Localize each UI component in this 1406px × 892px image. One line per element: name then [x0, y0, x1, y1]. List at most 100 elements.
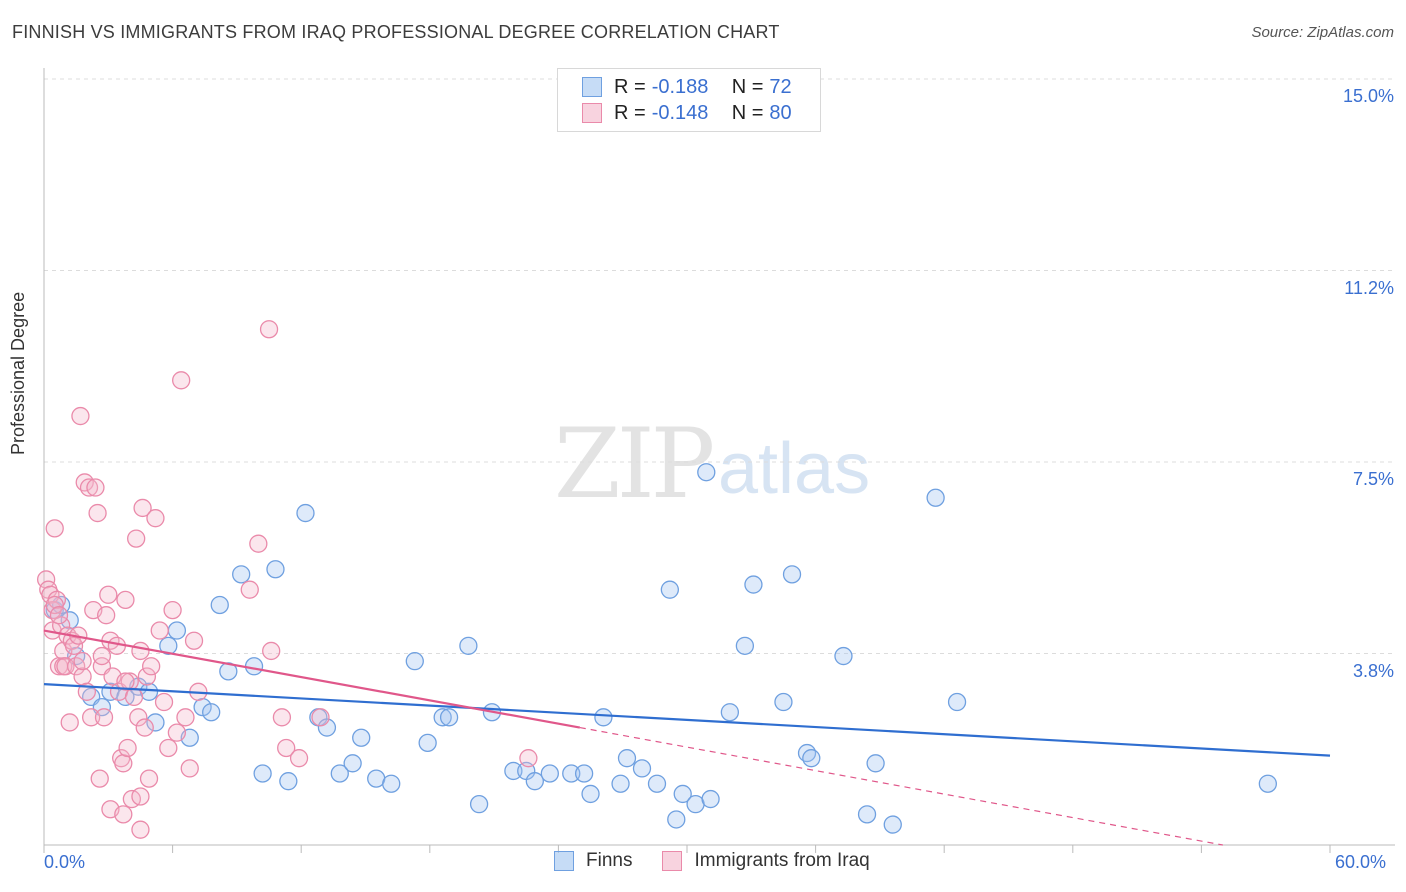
y-tick-label-15: 15.0%: [1342, 86, 1394, 106]
legend-n-label: N =: [731, 75, 764, 98]
iraq-point: [92, 646, 112, 666]
iraq-point: [131, 820, 150, 839]
iraq-point: [116, 672, 135, 691]
iraq-point: [133, 498, 152, 518]
legend-r-value: -0.148: [651, 101, 709, 124]
iraq-point: [45, 519, 64, 538]
finns-point: [232, 565, 251, 584]
finns-swatch-icon: [582, 77, 602, 97]
x-tick-label-max: 60.0%: [1335, 852, 1387, 872]
finns-point: [433, 708, 452, 727]
finns-point: [146, 713, 165, 732]
iraq-point: [124, 687, 144, 707]
finns-point: [926, 488, 945, 507]
finns-point: [540, 764, 559, 783]
iraq-point: [99, 585, 118, 604]
legend-iraq-label: Immigrants from Iraq: [694, 850, 870, 871]
finns-point: [418, 733, 437, 753]
legend-n-label: N =: [731, 101, 764, 124]
iraq-point: [73, 652, 92, 671]
iraq-point: [159, 738, 178, 758]
iraq-point: [167, 723, 187, 742]
finns-point: [439, 708, 459, 727]
iraq-point: [79, 478, 99, 497]
iraq-point: [131, 641, 150, 661]
legend-r-label: R =: [614, 101, 646, 124]
chart-title: FINNISH VS IMMIGRANTS FROM IRAQ PROFESSI…: [12, 22, 780, 42]
iraq-point: [154, 692, 174, 712]
iraq-legend-swatch-icon: [662, 851, 683, 871]
legend-r-value: -0.188: [651, 75, 709, 98]
iraq-point: [131, 787, 150, 806]
finns-point: [210, 595, 229, 615]
iraq-point: [277, 738, 296, 758]
chart-source: Source: ZipAtlas.com: [1251, 24, 1394, 41]
iraq-point: [56, 657, 75, 676]
iraq-point: [129, 708, 148, 727]
legend-row-finns: R = -0.188 N = 72: [582, 74, 792, 100]
iraq-point: [64, 636, 84, 655]
finns-trend-line: [43, 683, 1331, 757]
finns-point: [296, 503, 315, 523]
iraq-point: [184, 631, 204, 650]
finns-point: [574, 764, 594, 783]
finns-point: [330, 764, 349, 783]
iraq-point: [82, 708, 101, 727]
iraq-point: [116, 590, 135, 610]
finns-point: [202, 703, 221, 722]
iraq-point: [142, 657, 161, 676]
finns-point: [244, 657, 264, 676]
finns-point: [744, 575, 763, 594]
finns-point: [617, 749, 637, 768]
finns-point: [1258, 774, 1277, 793]
finns-point: [782, 565, 802, 584]
iraq-point: [262, 641, 281, 661]
legend-r-label: R =: [614, 75, 646, 98]
finns-point: [611, 774, 630, 793]
series-legend: Finns Immigrants from Iraq: [554, 850, 870, 872]
finns-point: [159, 636, 178, 655]
iraq-point: [146, 509, 165, 528]
finns-point: [504, 761, 523, 781]
finns-point: [352, 728, 371, 747]
finns-point: [167, 621, 187, 640]
iraq-point: [163, 600, 182, 620]
iraq-point: [114, 805, 133, 824]
legend-n-value: 72: [769, 75, 792, 98]
iraq-point: [88, 503, 107, 523]
finns-point: [866, 754, 885, 773]
y-tick-label-3: 3.8%: [1352, 661, 1394, 681]
iraq-point: [45, 595, 64, 615]
finns-point: [774, 692, 793, 712]
iraq-point: [86, 478, 105, 497]
y-tick-label-11: 11.2%: [1344, 278, 1394, 298]
finns-point: [279, 772, 298, 791]
iraq-point: [176, 708, 195, 727]
iraq-point: [519, 749, 538, 768]
watermark-zip: ZIP: [554, 408, 715, 520]
iraq-swatch-icon: [582, 103, 602, 123]
iraq-point: [127, 529, 146, 548]
finns-point: [735, 636, 755, 655]
iraq-point: [49, 606, 69, 625]
finns-point: [594, 708, 613, 727]
finns-point: [382, 774, 401, 793]
finns-point: [266, 560, 285, 579]
finns-point: [525, 772, 544, 791]
iraq-trend-line: [43, 629, 581, 729]
finns-point: [343, 754, 362, 773]
finns-legend-swatch-icon: [554, 851, 574, 871]
finns-point: [405, 652, 424, 671]
iraq-point: [114, 754, 133, 773]
finns-point: [947, 692, 967, 712]
iraq-point: [289, 749, 309, 768]
finns-point: [562, 764, 581, 783]
iraq-point: [180, 759, 199, 778]
y-tick-label-7: 7.5%: [1352, 469, 1394, 489]
iraq-point: [240, 580, 259, 599]
finns-point: [632, 759, 652, 778]
iraq-point: [150, 621, 169, 640]
finns-point: [253, 764, 272, 783]
iraq-point: [90, 769, 109, 788]
finns-point: [469, 794, 489, 814]
